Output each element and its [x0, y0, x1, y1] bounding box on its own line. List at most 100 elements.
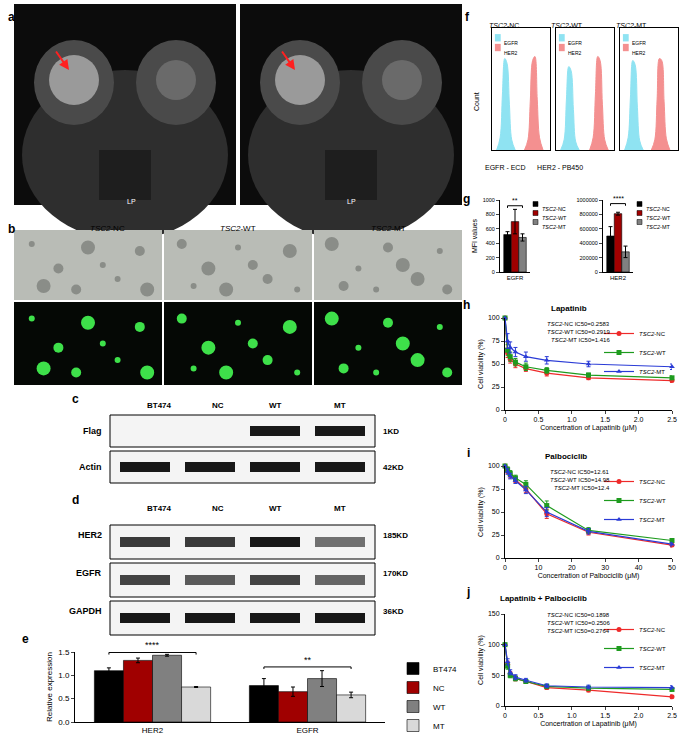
svg-text:1.0: 1.0: [567, 712, 577, 719]
svg-text:42KD: 42KD: [383, 463, 404, 472]
svg-text:1000: 1000: [483, 197, 495, 203]
svg-text:**: **: [512, 197, 518, 204]
svg-text:NC: NC: [212, 401, 224, 410]
svg-text:25: 25: [492, 383, 500, 390]
svg-text:EGFR: EGFR: [76, 568, 102, 578]
svg-text:0: 0: [492, 269, 495, 275]
svg-text:800: 800: [486, 211, 495, 217]
svg-text:200: 200: [486, 255, 495, 261]
svg-text:TSC2-WT: TSC2-WT: [551, 22, 583, 29]
svg-text:TSC2-NC: TSC2-NC: [646, 206, 670, 212]
svg-text:200000: 200000: [580, 255, 598, 261]
svg-text:EGFR: EGFR: [296, 726, 318, 735]
svg-text:Actin: Actin: [79, 462, 102, 472]
svg-text:1.5: 1.5: [600, 712, 610, 719]
svg-text:TSC2-NC: TSC2-NC: [489, 22, 519, 29]
svg-text:400: 400: [486, 240, 495, 246]
svg-text:****: ****: [613, 195, 624, 202]
svg-text:HER2: HER2: [504, 50, 518, 56]
svg-text:Cell viability (%): Cell viability (%): [477, 635, 485, 685]
svg-text:10: 10: [535, 564, 543, 571]
svg-text:b: b: [8, 222, 15, 236]
svg-text:185KD: 185KD: [383, 531, 408, 540]
svg-text:Relative expression: Relative expression: [45, 652, 54, 722]
svg-text:HER2: HER2: [632, 50, 646, 56]
svg-text:HER2: HER2: [142, 726, 164, 735]
svg-text:2.0: 2.0: [634, 416, 644, 423]
svg-text:0.5: 0.5: [58, 694, 70, 703]
svg-text:25: 25: [492, 531, 500, 538]
svg-text:g: g: [463, 192, 470, 206]
svg-text:GAPDH: GAPDH: [69, 606, 102, 616]
svg-text:TSC2-NC: TSC2-NC: [639, 479, 666, 485]
svg-text:BT474: BT474: [147, 504, 172, 513]
svg-text:TSC2-WT: TSC2-WT: [646, 215, 671, 221]
svg-text:HER2: HER2: [610, 275, 627, 281]
svg-text:0: 0: [496, 554, 500, 561]
svg-text:BT474: BT474: [433, 665, 457, 674]
svg-text:EGFR: EGFR: [507, 275, 524, 281]
svg-text:Count: Count: [473, 92, 480, 111]
svg-text:800000: 800000: [580, 211, 598, 217]
svg-text:TSC2-MT IC50=0.2764: TSC2-MT IC50=0.2764: [547, 628, 610, 634]
svg-text:Lapatinib: Lapatinib: [551, 304, 587, 313]
svg-text:0: 0: [496, 702, 500, 709]
svg-text:0.5: 0.5: [534, 712, 544, 719]
svg-text:0.0: 0.0: [58, 718, 70, 727]
svg-text:TSC2-MT: TSC2-MT: [639, 517, 665, 523]
svg-text:TSC2-MT: TSC2-MT: [639, 665, 665, 671]
svg-text:a: a: [8, 10, 15, 24]
svg-text:WT: WT: [433, 703, 446, 712]
svg-text:HER2: HER2: [568, 50, 582, 56]
svg-text:1KD: 1KD: [383, 427, 399, 436]
svg-text:EGFR: EGFR: [568, 40, 582, 46]
svg-text:**: **: [304, 655, 312, 665]
svg-text:Lapatinib + Palbociclib: Lapatinib + Palbociclib: [500, 594, 587, 603]
svg-text:EGFR: EGFR: [504, 40, 518, 46]
svg-text:1.5: 1.5: [600, 416, 610, 423]
svg-text:WT: WT: [269, 504, 282, 513]
svg-text:20: 20: [568, 564, 576, 571]
svg-text:TSC2-WT IC50=0.2506: TSC2-WT IC50=0.2506: [547, 620, 610, 626]
svg-text:75: 75: [492, 485, 500, 492]
svg-text:170KD: 170KD: [383, 569, 408, 578]
svg-text:****: ****: [145, 640, 160, 650]
svg-text:TSC2-WT: TSC2-WT: [220, 224, 256, 233]
svg-text:HER2: HER2: [78, 530, 102, 540]
svg-text:600: 600: [486, 226, 495, 232]
svg-text:0: 0: [503, 416, 507, 423]
svg-text:TSC2-WT: TSC2-WT: [542, 215, 567, 221]
svg-text:EGFR - ECD HER2 - PB450: EGFR - ECD HER2 - PB450: [485, 164, 583, 171]
svg-text:1.0: 1.0: [58, 671, 70, 680]
svg-text:2.5: 2.5: [667, 712, 677, 719]
svg-text:100: 100: [488, 641, 500, 648]
svg-text:c: c: [72, 392, 79, 406]
svg-text:100: 100: [488, 462, 500, 469]
svg-text:MT: MT: [334, 504, 346, 513]
svg-text:TSC2-NC: TSC2-NC: [639, 627, 666, 633]
svg-text:WT: WT: [269, 401, 282, 410]
svg-text:50: 50: [492, 508, 500, 515]
svg-text:TSC2-WT IC50=0.2919: TSC2-WT IC50=0.2919: [547, 329, 610, 335]
svg-text:0: 0: [503, 712, 507, 719]
svg-text:400000: 400000: [580, 240, 598, 246]
svg-text:TSC2-MT IC50=1.416: TSC2-MT IC50=1.416: [551, 337, 610, 343]
svg-text:TSC2-NC: TSC2-NC: [639, 331, 666, 337]
svg-text:40: 40: [635, 564, 643, 571]
svg-text:LP: LP: [347, 198, 356, 205]
svg-text:Concertration of Palbociclib (: Concertration of Palbociclib (μM): [538, 572, 640, 580]
svg-text:Concertration of Lapatinib (μM: Concertration of Lapatinib (μM): [540, 720, 637, 728]
svg-text:2.0: 2.0: [634, 712, 644, 719]
svg-text:TSC2-MT: TSC2-MT: [646, 224, 670, 230]
svg-text:Flag: Flag: [83, 426, 102, 436]
svg-text:50: 50: [492, 360, 500, 367]
svg-text:h: h: [463, 298, 470, 312]
svg-text:2.5: 2.5: [667, 416, 677, 423]
svg-text:30: 30: [601, 564, 609, 571]
svg-text:0: 0: [595, 269, 598, 275]
svg-text:0.5: 0.5: [534, 416, 544, 423]
svg-text:TSC2-MT: TSC2-MT: [639, 369, 665, 375]
svg-text:NC: NC: [433, 684, 445, 693]
svg-text:50: 50: [668, 564, 676, 571]
svg-text:TSC2-NC IC50=0.1898: TSC2-NC IC50=0.1898: [547, 612, 610, 618]
